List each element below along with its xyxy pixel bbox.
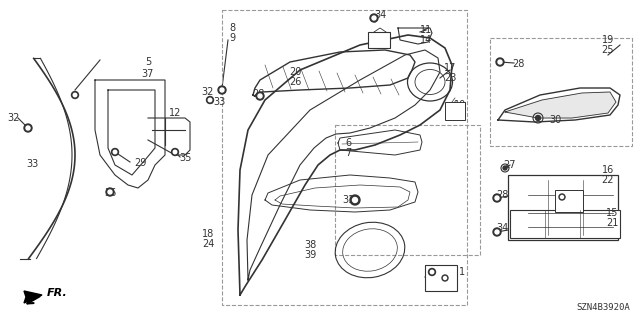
Bar <box>445 102 465 120</box>
Text: 31: 31 <box>342 195 354 205</box>
Circle shape <box>207 97 214 103</box>
Text: 9: 9 <box>229 33 235 43</box>
Text: 32: 32 <box>202 87 214 97</box>
Text: 28: 28 <box>496 190 508 200</box>
Circle shape <box>442 275 448 281</box>
Text: 35: 35 <box>179 153 191 163</box>
Circle shape <box>173 150 177 154</box>
Text: 20: 20 <box>289 67 301 77</box>
Circle shape <box>111 149 118 155</box>
Circle shape <box>372 16 376 20</box>
Bar <box>508 175 618 240</box>
Text: 36: 36 <box>104 188 116 198</box>
Text: 26: 26 <box>289 77 301 87</box>
Circle shape <box>113 150 116 154</box>
Text: 25: 25 <box>602 45 614 55</box>
Bar <box>510 210 620 238</box>
Text: 23: 23 <box>444 73 456 83</box>
Circle shape <box>350 195 360 205</box>
Text: 16: 16 <box>602 165 614 175</box>
Circle shape <box>172 149 179 155</box>
Circle shape <box>561 196 563 198</box>
Circle shape <box>429 269 435 276</box>
Text: 3: 3 <box>377 33 383 43</box>
Text: 30: 30 <box>549 115 561 125</box>
Text: 4: 4 <box>567 191 573 201</box>
Text: 34: 34 <box>496 223 508 233</box>
Text: 28: 28 <box>252 89 264 99</box>
Circle shape <box>444 277 447 279</box>
Text: 7: 7 <box>345 148 351 158</box>
Bar <box>555 190 583 212</box>
Text: 34: 34 <box>374 10 386 20</box>
Bar <box>425 265 457 291</box>
Text: 38: 38 <box>304 240 316 250</box>
Text: 37: 37 <box>142 69 154 79</box>
Text: 32: 32 <box>8 113 20 123</box>
Text: 21: 21 <box>606 218 618 228</box>
Text: 6: 6 <box>345 138 351 148</box>
Text: 11: 11 <box>420 25 432 35</box>
Circle shape <box>493 194 501 202</box>
Bar <box>335 125 480 255</box>
Polygon shape <box>505 92 616 118</box>
Circle shape <box>256 92 264 100</box>
Circle shape <box>536 115 541 121</box>
Text: SZN4B3920A: SZN4B3920A <box>576 303 630 312</box>
Bar <box>490 38 632 146</box>
Circle shape <box>370 14 378 22</box>
Text: 13: 13 <box>454 110 466 120</box>
Circle shape <box>493 228 501 236</box>
Text: 27: 27 <box>504 160 516 170</box>
Circle shape <box>218 86 226 94</box>
Text: 29: 29 <box>134 158 146 168</box>
Circle shape <box>26 126 30 130</box>
Text: 14: 14 <box>420 35 432 45</box>
Text: 18: 18 <box>202 229 214 239</box>
Bar <box>368 32 390 48</box>
Text: 8: 8 <box>229 23 235 33</box>
Text: 28: 28 <box>512 59 524 69</box>
Circle shape <box>559 194 565 200</box>
Polygon shape <box>24 291 42 303</box>
Text: 33: 33 <box>213 97 225 107</box>
Text: 24: 24 <box>202 239 214 249</box>
Text: 33: 33 <box>26 159 38 169</box>
Circle shape <box>430 270 434 274</box>
Circle shape <box>495 230 499 234</box>
Circle shape <box>495 196 499 200</box>
Text: 17: 17 <box>444 63 456 73</box>
Text: 2: 2 <box>435 273 441 283</box>
Text: 15: 15 <box>606 208 618 218</box>
Circle shape <box>220 88 224 92</box>
Circle shape <box>73 93 77 97</box>
Circle shape <box>208 98 212 102</box>
Text: FR.: FR. <box>47 288 68 298</box>
Text: 5: 5 <box>145 57 151 67</box>
Circle shape <box>353 197 358 203</box>
Circle shape <box>258 94 262 98</box>
Circle shape <box>108 190 112 194</box>
Text: 12: 12 <box>169 108 181 118</box>
Text: 1: 1 <box>459 267 465 277</box>
Circle shape <box>72 92 79 99</box>
Text: 19: 19 <box>602 35 614 45</box>
Circle shape <box>24 124 32 132</box>
Circle shape <box>106 188 114 196</box>
Circle shape <box>503 166 507 170</box>
Bar <box>222 10 467 305</box>
Circle shape <box>496 58 504 66</box>
Text: 39: 39 <box>304 250 316 260</box>
Text: 10: 10 <box>454 100 466 110</box>
Text: 22: 22 <box>602 175 614 185</box>
Circle shape <box>498 60 502 64</box>
